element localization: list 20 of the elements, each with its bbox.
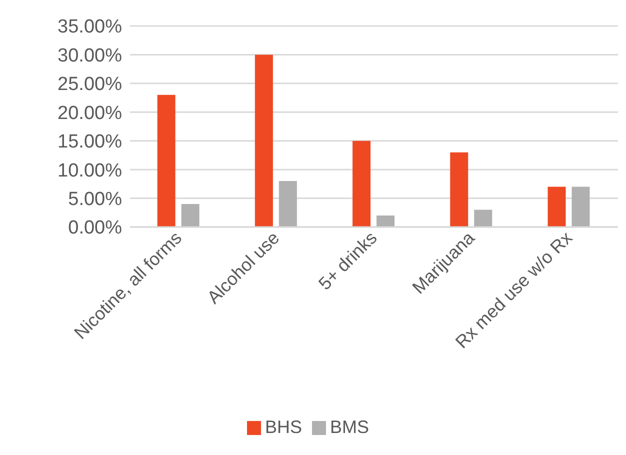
y-tick-label: 0.00%: [68, 218, 122, 239]
y-tick-label: 25.00%: [58, 74, 122, 96]
legend-label: BMS: [330, 417, 370, 437]
y-tick-label: 10.00%: [58, 160, 122, 182]
bar: [157, 94, 176, 227]
y-tick-label: 35.00%: [58, 16, 122, 38]
bar: [254, 54, 273, 227]
bar: [450, 152, 468, 227]
y-tick-label: 15.00%: [58, 132, 122, 153]
bar: [548, 186, 566, 227]
bar: [352, 140, 371, 227]
y-tick-label: 5.00%: [68, 189, 122, 210]
bar: [474, 210, 492, 227]
y-tick-label: 30.00%: [58, 45, 122, 66]
bar: [572, 186, 590, 227]
bar: [376, 216, 395, 227]
y-tick-label: 20.00%: [58, 102, 122, 124]
legend-label: BHS: [264, 417, 302, 437]
bar: [278, 181, 297, 227]
bar: [181, 204, 200, 227]
